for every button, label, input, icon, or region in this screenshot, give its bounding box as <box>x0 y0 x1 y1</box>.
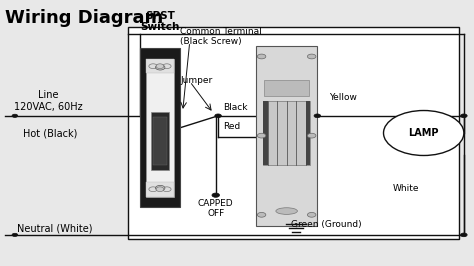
Bar <box>264 80 309 96</box>
Circle shape <box>308 54 316 59</box>
Text: Black: Black <box>393 119 418 128</box>
Circle shape <box>314 114 320 118</box>
Bar <box>146 59 173 197</box>
Bar <box>256 46 318 226</box>
Circle shape <box>257 54 266 59</box>
Circle shape <box>163 187 171 192</box>
Text: Black: Black <box>223 103 247 112</box>
Circle shape <box>461 233 467 237</box>
Circle shape <box>155 185 165 191</box>
Text: SPST
Switch: SPST Switch <box>140 11 180 32</box>
Circle shape <box>12 114 18 117</box>
Text: Green (Ground): Green (Ground) <box>292 220 362 229</box>
Bar <box>306 101 310 165</box>
Text: Wiring Diagram: Wiring Diagram <box>5 9 164 27</box>
Text: LAMP: LAMP <box>409 128 439 138</box>
Bar <box>153 117 167 165</box>
Circle shape <box>149 64 157 69</box>
Ellipse shape <box>156 64 164 69</box>
Circle shape <box>155 65 165 70</box>
Text: CAPPED
OFF: CAPPED OFF <box>198 199 234 218</box>
Circle shape <box>257 133 266 138</box>
Circle shape <box>212 193 219 197</box>
Text: Yellow: Yellow <box>329 93 357 102</box>
Bar <box>146 59 173 73</box>
Circle shape <box>12 233 18 236</box>
Circle shape <box>149 187 157 192</box>
Circle shape <box>461 114 467 118</box>
Circle shape <box>308 213 316 217</box>
Text: Line
120VAC, 60Hz: Line 120VAC, 60Hz <box>14 90 82 112</box>
Circle shape <box>163 64 171 69</box>
Circle shape <box>257 213 266 217</box>
Circle shape <box>383 110 464 156</box>
Bar <box>128 27 459 239</box>
Circle shape <box>215 114 221 118</box>
Text: Common Terminal
(Black Screw): Common Terminal (Black Screw) <box>180 27 262 46</box>
Circle shape <box>308 133 316 138</box>
Text: White: White <box>393 184 419 193</box>
Bar <box>263 101 310 165</box>
Bar <box>140 48 180 207</box>
Text: Red: Red <box>223 122 240 131</box>
Bar <box>151 112 169 170</box>
Ellipse shape <box>276 208 297 214</box>
Bar <box>146 182 173 197</box>
Text: Hot (Black): Hot (Black) <box>23 128 78 138</box>
Bar <box>263 101 268 165</box>
Ellipse shape <box>156 187 164 192</box>
Text: Jumper: Jumper <box>180 76 212 85</box>
Text: Neutral (White): Neutral (White) <box>17 223 93 233</box>
